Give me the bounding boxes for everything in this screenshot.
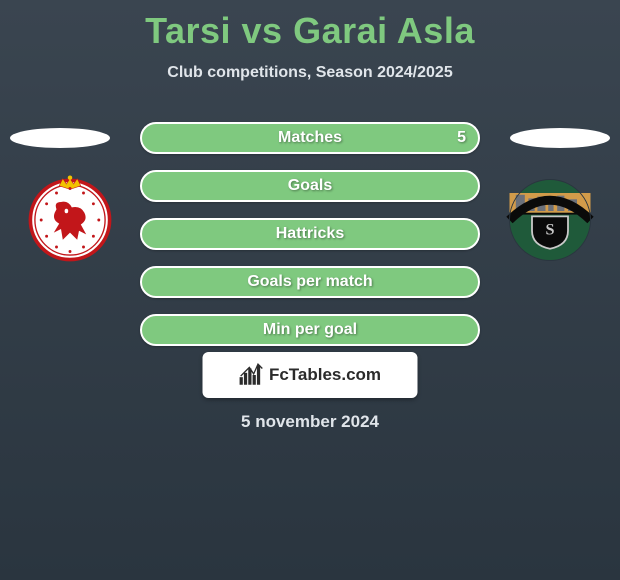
stat-row-mpg: Min per goal: [140, 314, 480, 346]
stat-label: Goals: [288, 177, 332, 195]
team-badge-right: S: [505, 175, 595, 265]
bar-chart-icon: [239, 362, 265, 388]
subtitle: Club competitions, Season 2024/2025: [0, 64, 620, 82]
brand-text: FcTables.com: [269, 365, 381, 385]
stat-label: Min per goal: [263, 321, 357, 339]
right-marker: [510, 128, 610, 148]
stat-value-right: 5: [457, 129, 466, 147]
left-marker: [10, 128, 110, 148]
stat-row-gpm: Goals per match: [140, 266, 480, 298]
page-title: Tarsi vs Garai Asla: [0, 0, 620, 52]
stat-row-goals: Goals: [140, 170, 480, 202]
stat-label: Hattricks: [276, 225, 344, 243]
team-badge-left: [25, 175, 115, 265]
stat-row-matches: Matches 5: [140, 122, 480, 154]
svg-text:S: S: [545, 220, 554, 238]
sestao-crest-icon: S: [505, 175, 595, 265]
date-text: 5 november 2024: [241, 412, 379, 432]
stat-label: Matches: [278, 129, 342, 147]
stat-rows: Matches 5 Goals Hattricks Goals per matc…: [140, 122, 480, 346]
leonesa-crest-icon: [25, 175, 115, 265]
stat-row-hattricks: Hattricks: [140, 218, 480, 250]
brand-badge[interactable]: FcTables.com: [203, 352, 418, 398]
stat-label: Goals per match: [247, 273, 372, 291]
